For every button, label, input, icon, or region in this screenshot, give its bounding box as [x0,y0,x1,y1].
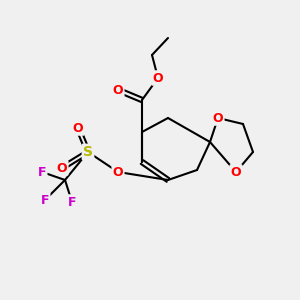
Text: O: O [113,166,123,178]
Text: O: O [213,112,223,124]
Text: O: O [231,166,241,178]
Text: O: O [153,71,163,85]
Text: O: O [57,161,67,175]
Text: F: F [41,194,49,206]
Text: O: O [113,83,123,97]
Text: F: F [68,196,76,208]
Text: S: S [83,145,93,159]
Text: O: O [73,122,83,134]
Text: F: F [38,166,46,178]
